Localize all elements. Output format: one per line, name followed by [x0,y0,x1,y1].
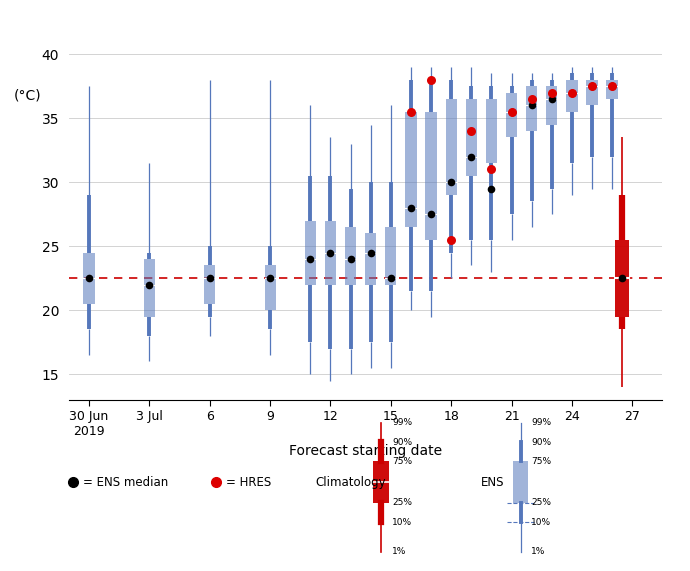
Bar [513,461,529,503]
Bar [546,86,558,124]
Text: 75%: 75% [531,457,551,466]
Text: Climatology: Climatology [315,476,386,489]
Text: 1%: 1% [531,548,546,556]
Text: = HRES: = HRES [226,476,271,489]
Text: = ENS median: = ENS median [83,476,168,489]
Bar [83,252,95,304]
Text: 10%: 10% [392,518,412,526]
Bar [373,461,389,503]
Bar [325,220,336,284]
Bar [607,80,618,99]
Text: 25%: 25% [392,498,412,508]
Bar [566,80,578,112]
Bar [615,240,629,316]
Bar [144,259,155,316]
Bar [385,227,397,284]
Text: 75%: 75% [392,457,412,466]
Text: ENS: ENS [481,476,504,489]
Y-axis label: (°C): (°C) [14,89,41,103]
Text: 90%: 90% [531,437,551,447]
Bar [486,99,497,163]
X-axis label: Forecast starting date: Forecast starting date [289,444,442,458]
Bar [405,112,417,227]
Bar [586,80,598,105]
Text: 99%: 99% [392,419,412,427]
Bar [264,266,276,310]
Bar [526,86,538,131]
Text: 25%: 25% [531,498,551,508]
Bar [204,266,215,304]
Bar [345,227,356,284]
Bar [426,112,437,240]
Bar [466,99,477,176]
Text: 10%: 10% [531,518,551,526]
Text: 90%: 90% [392,437,412,447]
Bar [446,99,457,195]
Text: 99%: 99% [531,419,551,427]
Bar [365,234,376,284]
Bar [506,93,518,138]
Text: 1%: 1% [392,548,406,556]
Bar [305,220,316,284]
